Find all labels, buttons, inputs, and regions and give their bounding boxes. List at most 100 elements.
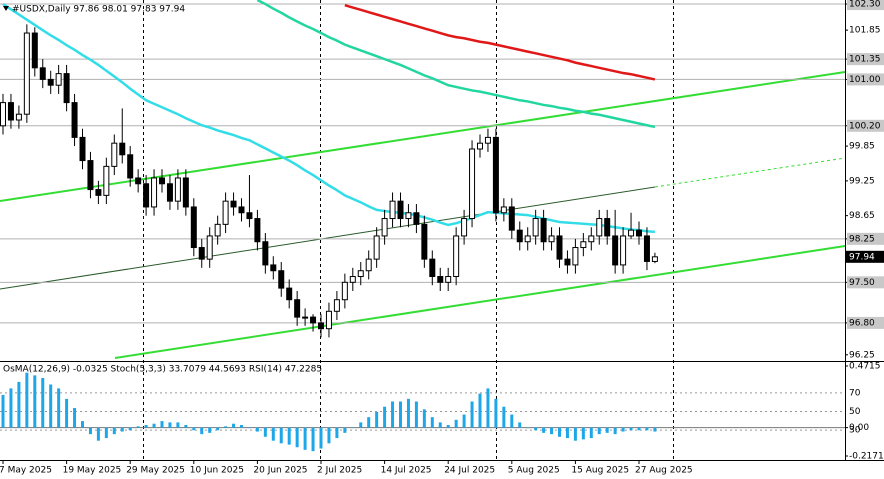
osma-bar — [581, 427, 585, 440]
candle-body — [469, 148, 476, 220]
candle-body — [119, 142, 126, 156]
candle-body — [0, 102, 6, 127]
candle-body — [636, 229, 642, 237]
moving-average — [344, 4, 656, 81]
candle-body — [405, 212, 412, 220]
osma-bar — [192, 427, 196, 431]
x-tick-label: 10 Jun 2025 — [190, 466, 244, 476]
osma-bar — [96, 427, 100, 441]
candle-body — [453, 235, 460, 278]
y-tick-label: 101.35 — [849, 55, 881, 65]
y-tick-label: 100.20 — [849, 121, 881, 131]
osma-bar — [510, 414, 514, 428]
candle-body — [127, 154, 134, 179]
osma-bar — [550, 427, 554, 435]
osma-bar — [112, 427, 116, 435]
candle-body — [286, 287, 293, 301]
osma-bar — [208, 427, 212, 433]
candle-body — [580, 241, 587, 249]
candle-body — [198, 247, 205, 260]
candle-body — [333, 299, 340, 312]
x-tick-label: 24 Jul 2025 — [444, 466, 495, 476]
candle-body — [270, 264, 277, 272]
osma-bar — [605, 427, 609, 433]
osma-bar — [359, 422, 363, 428]
osma-bar — [422, 409, 426, 428]
osma-bar — [542, 427, 546, 433]
osma-bar — [399, 401, 402, 428]
current-price-box — [846, 250, 884, 263]
osma-bar — [518, 422, 522, 428]
osma-bar — [33, 375, 37, 428]
osma-bar — [88, 427, 92, 435]
y-tick-box — [847, 73, 884, 86]
y-tick-label: 101.00 — [849, 75, 881, 85]
osma-bar — [558, 427, 561, 437]
candle-body — [548, 235, 555, 243]
x-tick-label: 20 Jun 2025 — [253, 466, 307, 476]
x-tick-label: 7 May 2025 — [0, 466, 52, 476]
osma-bar — [414, 401, 418, 428]
candle-body — [484, 136, 491, 144]
candle-body — [190, 206, 197, 249]
osma-bar — [224, 426, 228, 428]
candle-body — [111, 142, 118, 167]
osma-bar — [136, 426, 140, 428]
candle-body — [651, 256, 658, 262]
candle-body — [437, 276, 444, 283]
candle-body — [325, 310, 332, 330]
candle-body — [596, 218, 603, 237]
candle-body — [445, 276, 452, 283]
osma-bar — [311, 427, 315, 452]
oscillator-title: OsMA(12,26,9) -0.0325 Stoch(5,3,3) 33.70… — [3, 365, 322, 375]
candle-body — [318, 322, 324, 330]
candle-body — [556, 235, 563, 260]
x-tick-label: 15 Aug 2025 — [571, 466, 629, 476]
osma-bar — [17, 381, 21, 428]
osma-bar — [184, 425, 188, 428]
candle-body — [413, 212, 420, 225]
candle-body — [572, 247, 579, 266]
osma-bar — [621, 427, 625, 432]
candle-body — [620, 235, 627, 266]
y-tick-box — [847, 119, 884, 132]
osma-bar — [454, 419, 458, 428]
osma-bar — [168, 422, 172, 428]
candle-body — [461, 218, 468, 237]
osma-bar — [49, 384, 53, 428]
osma-bar — [573, 427, 577, 441]
osma-bar — [438, 422, 442, 428]
candle-body — [492, 136, 499, 214]
channel-lower — [114, 245, 846, 359]
candle-body — [262, 241, 269, 266]
candle-body — [174, 177, 181, 202]
candle-body — [628, 229, 635, 237]
candle-body — [23, 32, 30, 115]
x-tick-label: 5 Aug 2025 — [508, 466, 560, 476]
x-tick-label: 29 May 2025 — [126, 466, 185, 476]
y-tick-label: 99.85 — [849, 142, 875, 152]
y2-tick-label: 50 — [849, 407, 861, 417]
osma-bar — [335, 427, 339, 439]
osma-bar — [383, 406, 387, 428]
y-tick-label: 102.30 — [849, 0, 881, 10]
candle-body — [182, 177, 189, 208]
y2-tick-label: 30 — [849, 426, 861, 436]
osma-bar — [271, 427, 275, 441]
y-tick-box — [847, 232, 884, 245]
candle-body — [341, 281, 348, 301]
current-price-label: 97.94 — [849, 252, 875, 262]
moving-average — [256, 0, 656, 129]
candle-body — [55, 73, 62, 86]
candle-body — [302, 316, 309, 319]
osma-bar — [263, 427, 267, 437]
osma-bar — [9, 388, 13, 428]
osma-bar — [57, 388, 61, 428]
candle-body — [540, 218, 547, 243]
candle-body — [31, 32, 38, 69]
osma-bar — [144, 425, 148, 428]
y-tick-label: 96.80 — [849, 318, 875, 328]
